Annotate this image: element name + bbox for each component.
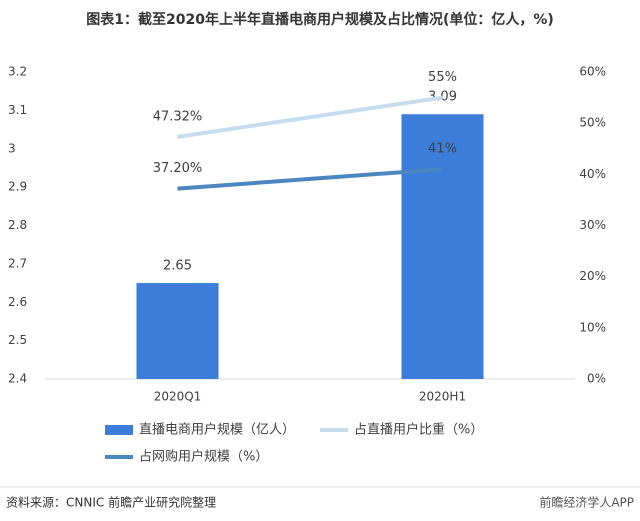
y-tick-label: 2.7	[8, 256, 27, 270]
chart-title: 图表1：截至2020年上半年直播电商用户规模及占比情况(单位：亿人，%)	[86, 11, 554, 28]
line	[177, 95, 443, 139]
legend-label: 占网购用户规模（%）	[139, 449, 268, 465]
y2-tick-label: 30%	[579, 218, 606, 232]
y2-tick-label: 50%	[579, 116, 606, 130]
line-value-label: 41%	[428, 142, 457, 157]
line-value-label: 55%	[428, 70, 457, 85]
bar	[401, 114, 484, 380]
x-tick-label: 2020Q1	[154, 390, 202, 404]
y2-tick-label: 40%	[579, 167, 606, 181]
y2-tick-label: 60%	[579, 65, 606, 79]
line-value-label: 47.32%	[153, 109, 203, 124]
y-tick-label: 3	[8, 141, 16, 155]
y2-tick-label: 10%	[579, 320, 606, 334]
bar-value-label: 2.65	[163, 259, 192, 274]
bar	[136, 283, 219, 379]
legend-swatch	[105, 425, 133, 435]
y-tick-label: 2.5	[8, 333, 27, 347]
x-tick-label: 2020H1	[419, 390, 466, 404]
y-tick-label: 3.1	[8, 103, 27, 117]
watermark: 前瞻经济学人APP	[539, 495, 634, 510]
legend-label: 直播电商用户规模（亿人）	[139, 422, 295, 438]
line	[177, 167, 443, 191]
y-tick-label: 2.8	[8, 218, 27, 232]
y-tick-label: 2.4	[8, 372, 27, 386]
y2-tick-label: 0%	[587, 372, 606, 386]
legend-label: 占直播用户比重（%）	[354, 422, 483, 438]
bar-value-label: 3.09	[428, 90, 457, 105]
source: 资料来源：CNNIC 前瞻产业研究院整理	[6, 495, 216, 510]
y-tick-label: 3.2	[8, 65, 27, 79]
y2-tick-label: 20%	[579, 269, 606, 283]
line-value-label: 37.20%	[153, 161, 203, 176]
y-tick-label: 2.6	[8, 295, 27, 309]
y-tick-label: 2.9	[8, 180, 27, 194]
